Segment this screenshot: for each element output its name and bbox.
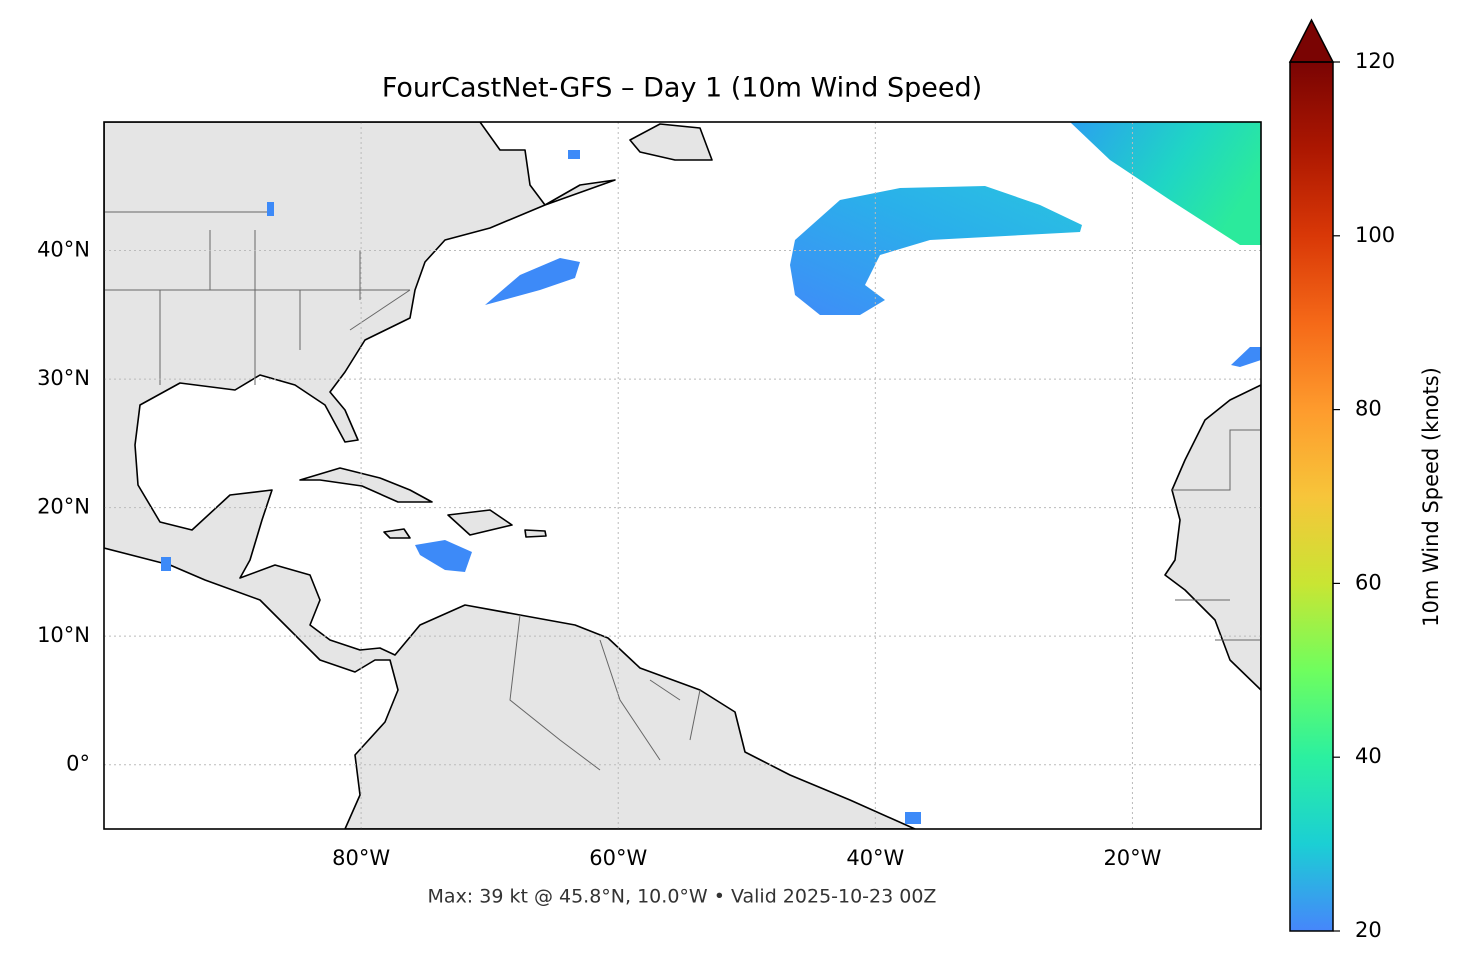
- colorbar-tick-label: 80: [1355, 397, 1382, 421]
- colorbar-extend: [1288, 18, 1335, 63]
- colorbar-label: 10m Wind Speed (knots): [1419, 367, 1443, 627]
- map: [104, 122, 1261, 829]
- wind-swath: [568, 150, 580, 159]
- x-tick-label: 20°W: [1103, 846, 1161, 870]
- x-tick-label: 80°W: [332, 846, 390, 870]
- colorbar-fill: [1290, 62, 1333, 931]
- y-tick-label: 30°N: [37, 366, 90, 390]
- colorbar: 20 40 60 80 100 120: [1288, 18, 1395, 942]
- wind-swath: [415, 540, 472, 572]
- wind-swath: [161, 557, 171, 571]
- newfoundland: [629, 123, 713, 161]
- puerto-rico: [524, 529, 547, 538]
- hispaniola: [447, 509, 513, 536]
- colorbar-frame: [1289, 61, 1334, 932]
- cuba: [299, 467, 433, 503]
- wind-swath: [905, 812, 921, 824]
- jamaica: [383, 528, 411, 539]
- x-tick-label: 60°W: [589, 846, 647, 870]
- wind-swath: [1070, 122, 1261, 245]
- borders: [104, 211, 1261, 771]
- y-tick-label: 10°N: [37, 623, 90, 647]
- wind-swath: [1231, 347, 1261, 367]
- colorbar-tick-label: 60: [1355, 570, 1382, 594]
- colorbar-tick-label: 40: [1355, 744, 1382, 768]
- axes: 80°W 60°W 40°W 20°W 0° 10°N 20°N 30°N 40°N: [37, 238, 1162, 870]
- y-tick-label: 20°N: [37, 495, 90, 519]
- wind-swath: [267, 202, 274, 216]
- americas: [104, 122, 916, 829]
- colorbar-tick-label: 120: [1355, 49, 1395, 73]
- africa: [1164, 384, 1261, 691]
- y-tick-label: 40°N: [37, 238, 90, 262]
- colorbar-tick-label: 100: [1355, 223, 1395, 247]
- colorbar-tick-label: 20: [1355, 918, 1382, 942]
- plot-frame: [103, 121, 1262, 830]
- annotation: Max: 39 kt @ 45.8°N, 10.0°W • Valid 2025…: [428, 886, 937, 908]
- wind-swath: [790, 186, 1082, 315]
- chart-title: FourCastNet-GFS – Day 1 (10m Wind Speed): [382, 73, 982, 104]
- wind-swath: [485, 258, 580, 305]
- x-tick-label: 40°W: [846, 846, 904, 870]
- y-tick-label: 0°: [66, 752, 90, 776]
